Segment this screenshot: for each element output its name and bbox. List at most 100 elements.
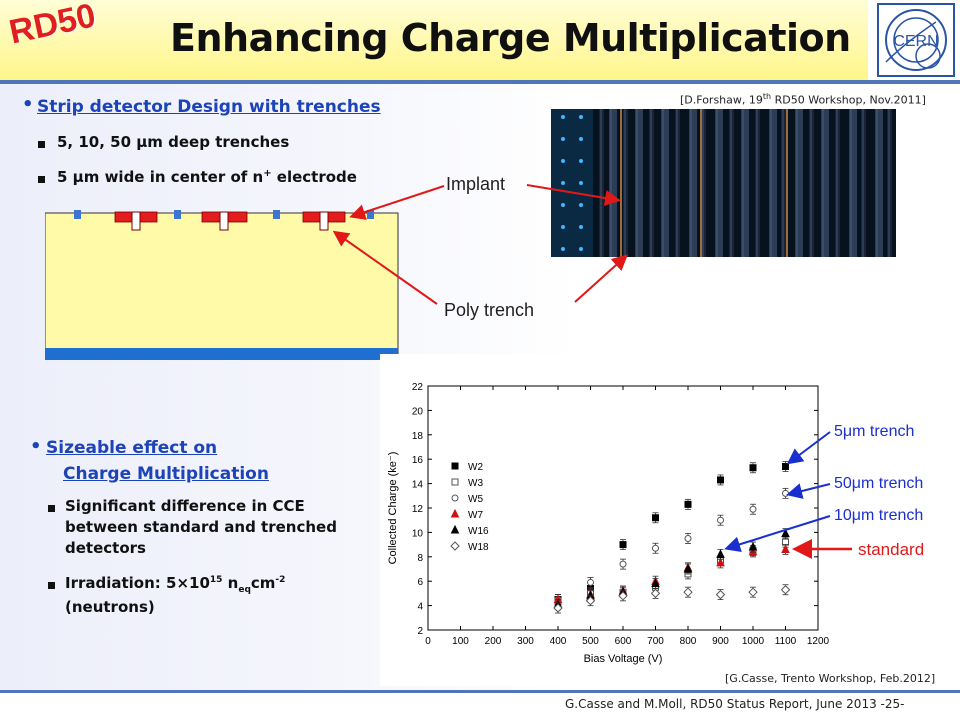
cern-logo-icon: CERN [877,3,955,77]
bullet-dot: • [30,436,42,457]
data-point [748,541,758,551]
legend-marker [451,478,459,486]
micrograph-strip [835,109,840,257]
y-axis-label: Collected Charge (ke⁻) [387,452,399,565]
cern-logo: CERN [872,0,960,80]
item-trench-width: 5 μm wide in center of n+ electrode [57,168,357,186]
micrograph-dot [579,181,583,185]
n-plus-implant [201,211,248,231]
metal-strip [174,210,181,219]
legend-label: W7 [468,510,483,521]
micrograph-dot [561,247,565,251]
micrograph-strip [649,109,654,257]
section-heading-trench-design[interactable]: Strip detector Design with trenches [37,97,381,117]
y-tick-label: 20 [412,406,424,417]
metal-strip [74,210,81,219]
arrow-50um [786,483,831,499]
data-point [717,476,724,484]
label-50um-trench: 50μm trench [834,475,924,492]
y-tick-label: 4 [417,602,423,613]
micrograph-edge [551,109,593,257]
bullet-dot: • [22,94,34,115]
micrograph-strip [795,109,803,257]
legend-label: W18 [468,542,489,553]
micrograph-dot [561,203,565,207]
micrograph-dot [579,203,583,207]
legend-marker [450,508,460,518]
micrograph-strip [623,109,628,257]
micrograph-dot [579,115,583,119]
metal-strip [273,210,280,219]
micrograph-image [551,109,892,257]
data-point [652,544,659,552]
y-tick-label: 12 [412,504,424,515]
micrograph-strip [635,109,643,257]
footer-credit: G.Casse and M.Moll, RD50 Status Report, … [565,697,905,711]
item-irradiation: Irradiation: 5×1015 neqcm-2 [65,574,286,595]
x-tick-label: 1200 [807,636,830,647]
legend-marker [451,462,459,470]
arrow-implant-detector [349,185,445,220]
micrograph-strip [769,109,777,257]
micrograph-strip [715,109,723,257]
micrograph-strip [849,109,857,257]
y-tick-label: 10 [412,528,424,539]
n-plus-implant [302,211,346,231]
legend-marker [451,494,459,502]
trench-micrograph [551,109,896,257]
data-point [782,463,789,471]
x-axis-label: Bias Voltage (V) [584,653,663,665]
data-point [619,541,627,549]
data-point [553,603,563,613]
micrograph-strip [741,109,749,257]
micrograph-strip [809,109,814,257]
cern-logo-text: CERN [893,33,938,50]
arrow-5um [786,431,831,465]
section-heading-charge-mult-line2[interactable]: Charge Multiplication [63,464,269,484]
data-point [683,587,693,597]
x-tick-label: 700 [647,636,664,647]
data-point [619,560,627,568]
data-point [781,528,790,538]
x-tick-label: 400 [550,636,567,647]
data-point [781,544,790,553]
micrograph-strip [781,109,786,257]
x-tick-label: 1100 [775,636,797,647]
header-bar [0,0,868,80]
micrograph-strip [661,109,669,257]
page-number: -25- [880,697,905,711]
data-point [716,557,725,567]
data-point [717,516,724,524]
micrograph-dot [579,247,583,251]
data-point [585,596,596,606]
cce-chart-svg: 0 100 200 300 400 500 600 700 800 900 1000 1100 1200… [387,382,830,665]
sub-bullet-marker [38,176,45,183]
backplane-electrode [45,348,398,360]
data-point [587,578,594,586]
y-tick-label: 22 [412,382,424,393]
data-point [684,500,692,508]
reference-forshaw: [D.Forshaw, 19th RD50 Workshop, Nov.2011… [680,92,926,107]
legend-label: W16 [468,526,489,537]
micrograph-dot [561,225,565,229]
n-plus-implant [114,211,158,231]
y-tick-label: 18 [412,431,424,442]
data-point [716,549,725,558]
section-heading-charge-mult-line1[interactable]: Sizeable effect on [46,438,218,458]
x-tick-label: 500 [582,636,599,647]
micrograph-strip [861,109,866,257]
micrograph-dot [561,159,565,163]
reference-casse: [G.Casse, Trento Workshop, Feb.2012] [725,672,936,685]
y-tick-label: 2 [417,626,423,637]
sub-bullet-marker [38,141,45,148]
footer-rule [0,690,960,693]
data-point [684,535,692,542]
label-poly-trench: Poly trench [444,300,535,320]
micrograph-strip [609,109,617,257]
y-tick-label: 16 [412,455,424,466]
x-tick-label: 1000 [742,636,765,647]
micrograph-strip [755,109,760,257]
y-tick-label: 6 [417,577,423,588]
